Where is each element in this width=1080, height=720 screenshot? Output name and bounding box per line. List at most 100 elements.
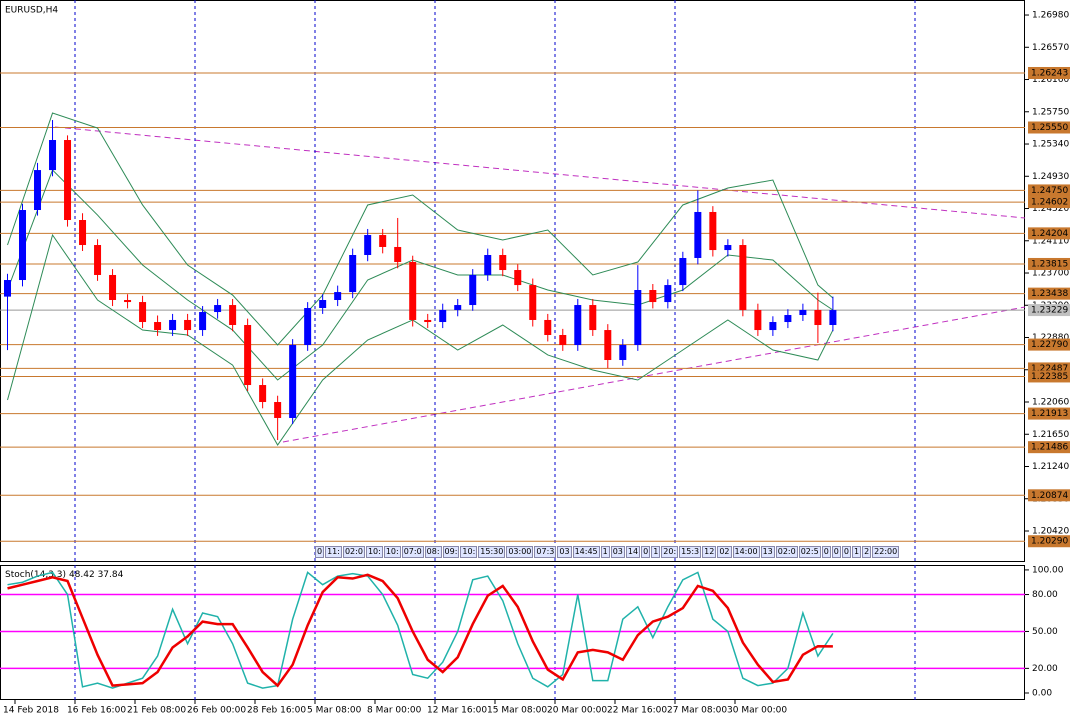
price-tag xyxy=(1028,184,1070,197)
candle-body xyxy=(184,319,192,331)
stoch-main-value: 48.42 xyxy=(69,570,95,580)
candle-body xyxy=(289,344,297,418)
price-tag xyxy=(1028,370,1070,383)
candle-body xyxy=(499,255,507,271)
trendline xyxy=(54,126,1026,219)
candle-body xyxy=(379,235,387,247)
candle-body xyxy=(589,305,597,331)
price-tag xyxy=(1028,257,1070,270)
y-tick-label: 20.00 xyxy=(1032,664,1058,674)
candle-body xyxy=(79,220,87,246)
y-tick-label: 1.26980 xyxy=(1032,11,1069,21)
candle-body xyxy=(274,402,282,418)
price-tag xyxy=(1028,227,1070,240)
y-tick-label: 1.26160 xyxy=(1032,75,1069,85)
price-tag xyxy=(1028,441,1070,454)
candle-body xyxy=(799,309,807,316)
candle-body xyxy=(364,235,372,256)
y-tick-label: 1.25750 xyxy=(1032,107,1069,117)
trade-label: 10: xyxy=(460,546,478,558)
y-tick-label: 50.00 xyxy=(1032,627,1058,637)
price-tag-label: 1.26243 xyxy=(1031,68,1068,78)
main-panel xyxy=(0,0,1025,562)
y-tick-label: 1.22880 xyxy=(1032,333,1069,343)
trade-label: 0 xyxy=(821,546,831,558)
candle-body xyxy=(784,315,792,323)
candle-body xyxy=(649,290,657,303)
trade-label: 09: xyxy=(442,546,460,558)
y-tick-label: 1.21240 xyxy=(1032,462,1069,472)
price-tag xyxy=(1028,287,1070,300)
y-tick-label: 1.20420 xyxy=(1032,527,1069,537)
stoch-signal-value: 37.84 xyxy=(98,570,124,580)
candle-body xyxy=(94,245,102,275)
candle-body xyxy=(124,299,132,303)
candle-body xyxy=(214,305,222,313)
candle-body xyxy=(454,305,462,310)
price-tag-label: 1.21486 xyxy=(1031,443,1068,453)
candle-body xyxy=(49,140,57,171)
trade-label: 03 xyxy=(557,546,572,558)
price-tag-label: 1.22385 xyxy=(1031,372,1068,382)
x-tick-label: 15 Mar 08:00 xyxy=(487,706,547,716)
trade-label: 10: xyxy=(365,546,383,558)
candle-body xyxy=(439,309,447,323)
y-tick-label: 80.00 xyxy=(1032,590,1058,600)
candle-body xyxy=(349,255,357,293)
trade-label: 07:3 xyxy=(534,546,557,558)
candle-body xyxy=(409,262,417,320)
stoch-line xyxy=(7,571,834,689)
y-tick-label: 1.21650 xyxy=(1032,430,1069,440)
price-tag xyxy=(1028,121,1070,134)
y-tick-label: 1.24520 xyxy=(1032,204,1069,214)
trade-label: 10: xyxy=(383,546,401,558)
candle-body xyxy=(619,344,627,361)
candle-body xyxy=(19,210,27,281)
trade-label: 12 xyxy=(702,546,717,558)
candle-body xyxy=(544,319,552,335)
candle-body xyxy=(694,211,702,258)
candle-body xyxy=(634,290,642,345)
candle-body xyxy=(154,322,162,331)
price-tag-label: 1.23438 xyxy=(1031,289,1068,299)
candle-body xyxy=(754,309,762,331)
trade-label: 03 xyxy=(610,546,625,558)
stoch-title: Stoch(14,3,3) 48.42 37.84 xyxy=(5,570,124,580)
trade-label: 15:3 xyxy=(679,546,702,558)
trade-label: 2 xyxy=(862,546,872,558)
trendline xyxy=(282,306,1026,443)
band-lower xyxy=(7,233,834,446)
y-tick-label: 1.26570 xyxy=(1032,43,1069,53)
y-tick-label: 1.24110 xyxy=(1032,236,1069,246)
price-tag xyxy=(1028,338,1070,351)
stoch-line xyxy=(7,573,833,688)
candle-body xyxy=(244,325,252,386)
price-tag-label: 1.24750 xyxy=(1031,186,1068,196)
x-tick-label: 26 Feb 00:00 xyxy=(187,706,246,716)
price-tag xyxy=(1028,489,1070,502)
price-tag-label: 1.23815 xyxy=(1031,259,1068,269)
candle-body xyxy=(64,140,72,221)
trade-label: 11: xyxy=(325,546,342,558)
y-tick-label: 1.25340 xyxy=(1032,140,1069,150)
candle-body xyxy=(724,245,732,251)
candle-body xyxy=(109,274,117,300)
x-tick-label: 20 Mar 00:00 xyxy=(547,706,607,716)
trade-label: 02:0 xyxy=(342,546,365,558)
x-tick-label: 22 Mar 16:00 xyxy=(607,706,667,716)
trade-label: 14:45 xyxy=(572,546,600,558)
trade-labels: 0 11: 02:0 10: 10: 07:0 08: 09: 10: 15:30 03:00 07:… xyxy=(315,546,900,558)
candle-body xyxy=(829,310,837,326)
trade-label: 1 xyxy=(600,546,610,558)
candle-body xyxy=(664,285,672,303)
trade-label: 07:0 xyxy=(401,546,424,558)
y-tick-label: 100.00 xyxy=(1032,565,1064,575)
candle-body xyxy=(199,312,207,331)
x-tick-label: 8 Mar 00:00 xyxy=(367,706,422,716)
candle-body xyxy=(169,319,177,331)
trade-label: 14:00 xyxy=(732,546,760,558)
y-tick-label: 1.23700 xyxy=(1032,269,1069,279)
candle-body xyxy=(604,330,612,361)
trade-label: 1 xyxy=(851,546,862,558)
